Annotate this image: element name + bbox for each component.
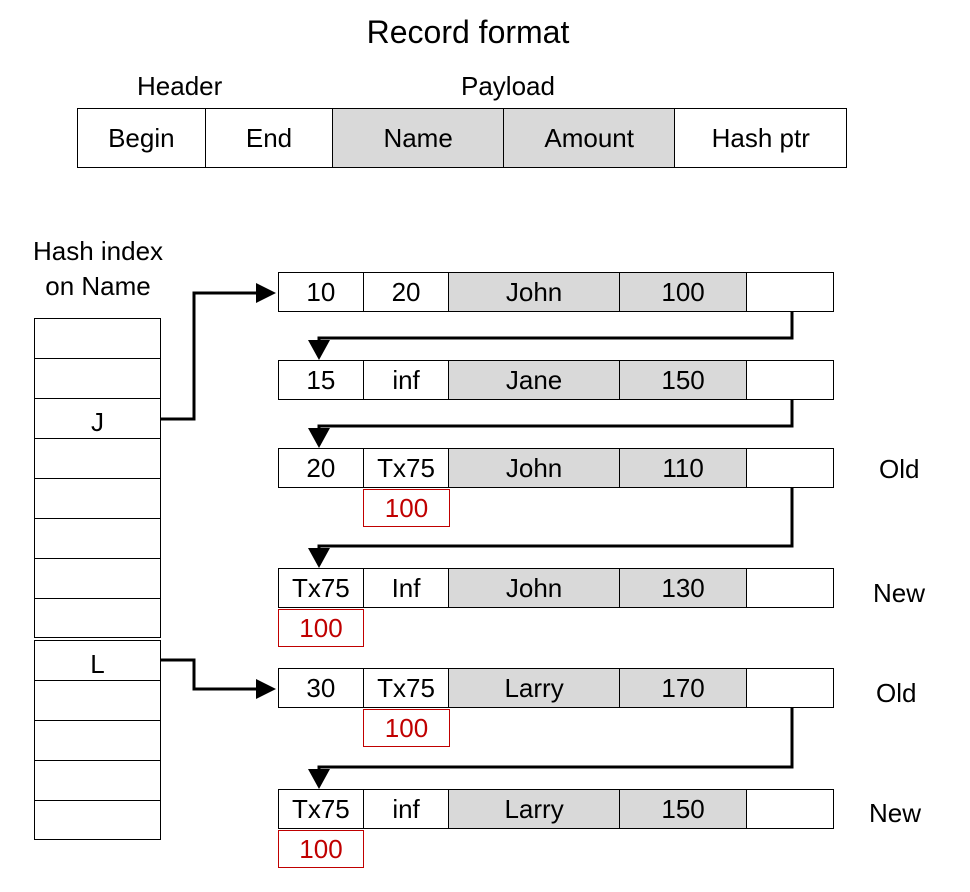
index-slot — [35, 721, 160, 761]
format-field-amount: Amount — [503, 109, 676, 167]
record-end: Inf — [364, 569, 450, 607]
chain-arrow — [317, 400, 794, 432]
record-amount: 100 — [619, 273, 748, 311]
version-tag-old: Old — [879, 454, 920, 484]
end-lock-sub-cell: 100 — [363, 709, 450, 747]
arrow-head — [308, 548, 330, 568]
index-slot — [35, 559, 160, 599]
record-amount: 150 — [619, 790, 748, 828]
record-begin: Tx75 — [279, 790, 364, 828]
version-tag-new: New — [873, 578, 926, 608]
record-name: John — [449, 569, 620, 607]
begin-lock-sub-cell: 100 — [278, 609, 364, 647]
arrow-head — [308, 769, 330, 789]
index-label-line1: Hash index — [32, 236, 164, 266]
record-name: John — [449, 449, 620, 487]
chain-arrow — [317, 312, 794, 344]
index-slot — [35, 439, 160, 479]
index-slot — [35, 319, 160, 359]
record-begin: 15 — [279, 361, 364, 399]
record-row: Tx75 inf Larry 150 — [278, 789, 834, 829]
record-end: inf — [364, 361, 450, 399]
record-end: inf — [364, 790, 450, 828]
record-begin: 10 — [279, 273, 364, 311]
index-slot — [35, 761, 160, 801]
index-slot — [35, 681, 160, 721]
chain-arrow — [317, 488, 794, 552]
version-tag-new: New — [869, 798, 922, 828]
diagram-title: Record format — [366, 14, 570, 50]
format-field-hash-ptr: Hash ptr — [711, 122, 810, 153]
index-slot — [35, 519, 160, 559]
hash-index-block-upper: J — [34, 318, 161, 638]
arrow-head — [256, 283, 276, 303]
hash-index-block-lower: L — [34, 640, 161, 840]
arrow-head — [256, 679, 276, 699]
record-end: Tx75 — [364, 669, 450, 707]
begin-lock-sub-cell: 100 — [278, 830, 364, 868]
version-tag-old: Old — [876, 678, 917, 708]
arrow-head — [308, 340, 330, 360]
index-label-line2: on Name — [45, 271, 151, 301]
record-begin: 30 — [279, 669, 364, 707]
record-amount: 150 — [619, 361, 748, 399]
record-amount: 130 — [619, 569, 748, 607]
record-format-bar: Begin End Name Amount Hash ptr — [77, 108, 847, 168]
record-end: Tx75 — [364, 449, 450, 487]
record-row: 10 20 John 100 — [278, 272, 834, 312]
record-row: 20 Tx75 John 110 — [278, 448, 834, 488]
index-slot-j: J — [35, 399, 160, 439]
record-end: 20 — [364, 273, 450, 311]
record-row: 30 Tx75 Larry 170 — [278, 668, 834, 708]
end-lock-sub-cell: 100 — [363, 489, 450, 527]
payload-label: Payload — [461, 71, 555, 101]
index-slot — [35, 479, 160, 519]
record-row: Tx75 Inf John 130 — [278, 568, 834, 608]
record-amount: 110 — [619, 449, 748, 487]
index-slot — [35, 359, 160, 399]
format-field-end: End — [206, 109, 334, 167]
format-field-name: Name — [333, 109, 504, 167]
index-j-arrow — [161, 291, 256, 421]
record-row: 15 inf Jane 150 — [278, 360, 834, 400]
record-name: John — [449, 273, 620, 311]
arrow-head — [308, 428, 330, 448]
record-name: Larry — [449, 790, 620, 828]
header-label: Header — [137, 71, 223, 101]
record-begin: 20 — [279, 449, 364, 487]
record-name: Jane — [449, 361, 620, 399]
record-name: Larry — [449, 669, 620, 707]
format-field-begin: Begin — [78, 109, 206, 167]
record-begin: Tx75 — [279, 569, 364, 607]
record-amount: 170 — [619, 669, 748, 707]
chain-arrow — [317, 708, 794, 773]
index-l-arrow — [161, 658, 256, 691]
index-slot-l: L — [35, 641, 160, 681]
